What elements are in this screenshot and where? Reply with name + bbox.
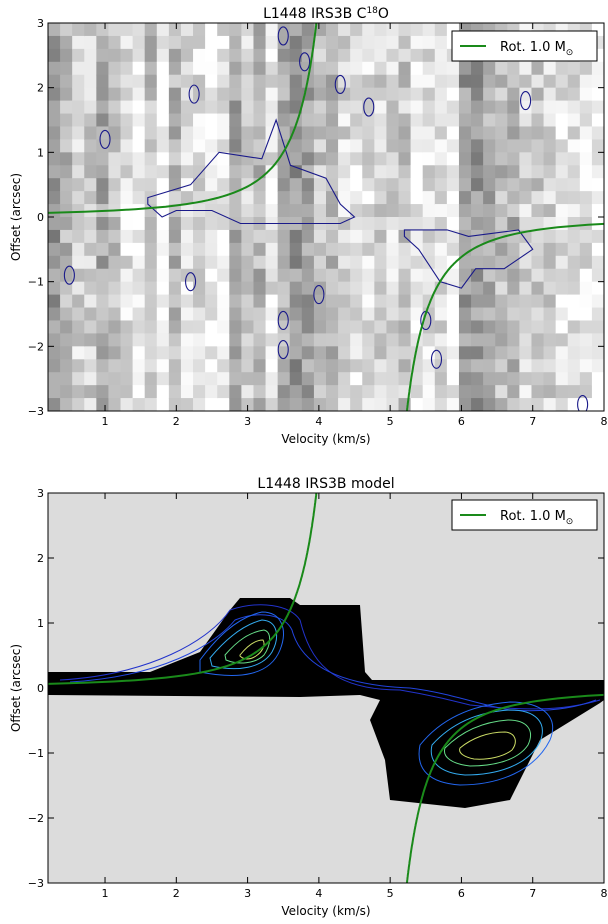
x-tick-label: 3 [244,887,251,900]
bottom-panel: L1448 IRS3B model Rot. 1.0 M⊙ 1 2 3 4 5 6 7 8 3 2… [9,476,608,918]
x-tick-label: 2 [173,415,180,428]
y-tick-label: 0 [37,682,44,695]
top-xlabel: Velocity (km/s) [281,432,370,446]
y-tick-label: −1 [28,276,44,289]
top-axes: 1 2 3 4 5 6 7 8 3 2 1 0 −1 −2 −3 [28,17,608,428]
top-panel: L1448 IRS3B C18O Rot. 1.0 M⊙ 1 2 3 4 5 6 7 8321… [9,6,608,446]
y-tick-label: −2 [28,812,44,825]
keplerian-curve-left [48,493,318,685]
y-tick-label: −3 [28,877,44,890]
contour-blob [63,265,75,285]
x-tick-label: 7 [529,887,536,900]
contour-blob [299,52,311,72]
contour-blob [185,272,197,292]
y-tick-label: −2 [28,340,44,353]
x-tick-label: 6 [458,415,465,428]
noise-stripes [48,23,604,411]
y-tick-label: 1 [37,617,44,630]
top-title: L1448 IRS3B C18O [263,6,389,22]
contour-blob [188,84,200,104]
y-tick-label: −1 [28,747,44,760]
x-tick-label: 6 [458,887,465,900]
x-tick-label: 5 [387,887,394,900]
x-tick-label: 7 [529,415,536,428]
y-tick-label: 2 [37,552,44,565]
keplerian-curve-left [48,23,318,214]
keplerian-curve-right [405,222,604,411]
contour-blob [313,285,325,305]
contours [63,26,589,411]
contour-blob [520,91,532,111]
contour-line [147,118,356,225]
legend-label: Rot. 1.0 M⊙ [500,509,573,527]
bottom-axes: 1 2 3 4 5 6 7 8 3 2 1 0 −1 −2 −3 [28,487,608,900]
contour-blob [430,349,443,369]
x-tick-label: 2 [173,887,180,900]
top-legend: Rot. 1.0 M⊙ [451,30,598,62]
x-tick-label: 4 [315,887,322,900]
model-emission [48,598,604,808]
contour-blob [363,97,375,117]
contour-blob [277,26,289,46]
y-tick-label: 2 [37,82,44,95]
x-tick-label: 8 [601,415,608,428]
contour-line [403,229,534,289]
contour-blob [277,310,289,331]
contour-blob [99,129,111,149]
bottom-xlabel: Velocity (km/s) [281,904,370,918]
y-tick-label: −3 [28,405,44,418]
x-tick-label: 4 [315,415,322,428]
y-tick-label: 0 [37,211,44,224]
x-tick-label: 1 [102,887,109,900]
x-tick-label: 1 [102,415,109,428]
y-tick-label: 3 [37,487,44,500]
x-tick-label: 5 [387,415,394,428]
x-tick-label: 3 [244,415,251,428]
legend-label: Rot. 1.0 M⊙ [500,40,573,58]
keplerian-curve-right [405,693,604,883]
bottom-ylabel: Offset (arcsec) [9,644,23,732]
top-ylabel: Offset (arcsec) [9,173,23,261]
y-tick-label: 3 [37,17,44,30]
contour-blob [577,394,589,411]
x-tick-label: 8 [601,887,608,900]
y-tick-label: 1 [37,146,44,159]
contour-blob [334,74,346,94]
bottom-legend: Rot. 1.0 M⊙ [451,499,598,531]
bottom-title: L1448 IRS3B model [257,476,394,492]
contour-blob [277,340,289,360]
